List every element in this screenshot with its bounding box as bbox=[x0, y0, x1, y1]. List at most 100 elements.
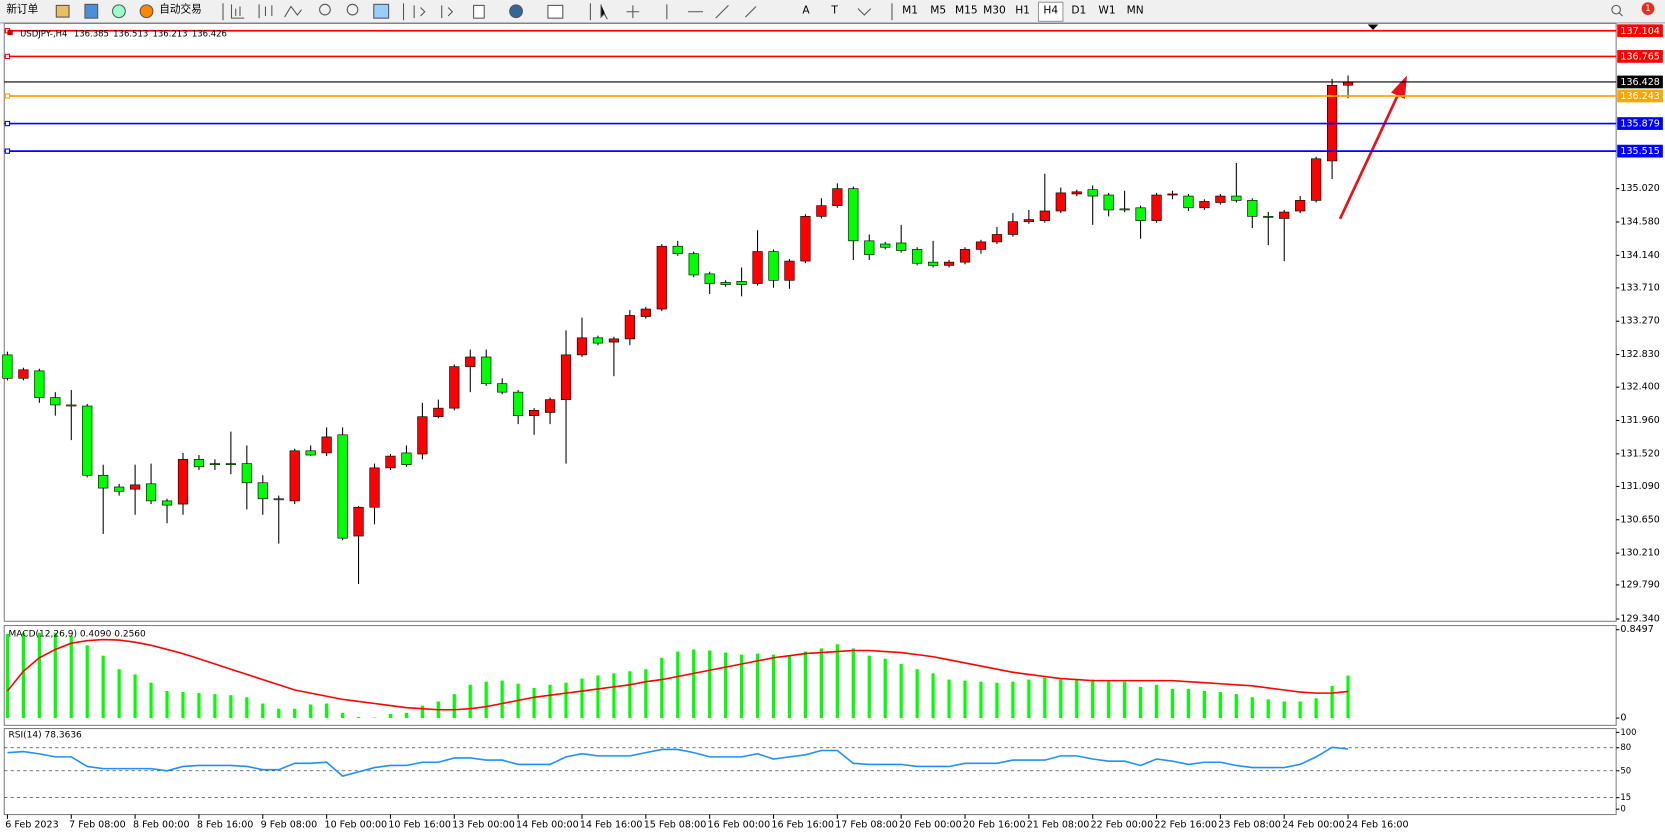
x-tick-label: 22 Feb 16:00 bbox=[1154, 820, 1217, 831]
x-tick-label: 6 Feb 2023 bbox=[5, 820, 58, 831]
macd-bar bbox=[1186, 688, 1191, 719]
candle-body bbox=[1199, 201, 1210, 209]
macd-bar bbox=[500, 680, 504, 719]
macd-bar bbox=[1043, 677, 1047, 719]
macd-bar bbox=[1154, 684, 1159, 719]
candle-body bbox=[145, 483, 157, 502]
macd-bar bbox=[101, 655, 105, 719]
timeframe-button[interactable]: W1 bbox=[1098, 4, 1115, 17]
macd-bar bbox=[452, 694, 456, 719]
macd-bar bbox=[404, 712, 409, 719]
ohlc-value: 136.513 bbox=[113, 30, 148, 40]
x-tick-label: 9 Feb 08:00 bbox=[261, 820, 318, 831]
timeframe-button[interactable]: M15 bbox=[955, 4, 978, 17]
macd-bar bbox=[1170, 688, 1175, 719]
price-label-box bbox=[1617, 89, 1663, 103]
rsi-pane bbox=[3, 728, 1617, 816]
macd-bar bbox=[1234, 694, 1238, 719]
tool-button[interactable]: T bbox=[830, 4, 838, 17]
candle-body bbox=[959, 249, 971, 263]
price-label: 136.243 bbox=[1620, 91, 1659, 102]
timeframe-button[interactable]: H1 bbox=[1015, 4, 1030, 17]
candle-body bbox=[481, 356, 492, 384]
candle-body bbox=[465, 356, 476, 367]
x-tick-label: 21 Feb 08:00 bbox=[1027, 820, 1090, 831]
timeframe-button[interactable]: M30 bbox=[983, 4, 1006, 17]
macd-bar bbox=[293, 708, 297, 719]
rsi-line bbox=[7, 746, 1349, 777]
candle-body bbox=[34, 370, 45, 398]
candle-body bbox=[880, 243, 891, 248]
x-tick-label: 24 Feb 16:00 bbox=[1346, 820, 1409, 831]
candle-body bbox=[161, 500, 173, 506]
candle-body bbox=[209, 463, 221, 465]
macd-bar bbox=[915, 669, 919, 719]
candle-body bbox=[1151, 194, 1162, 221]
timeframe-button[interactable]: M1 bbox=[902, 4, 918, 17]
macd-bar bbox=[309, 704, 313, 719]
macd-bar bbox=[739, 654, 744, 719]
notification-badge[interactable]: 1 bbox=[1645, 4, 1650, 14]
timeframe-button[interactable]: MN bbox=[1127, 4, 1144, 17]
y-tick-label: 130.650 bbox=[1620, 514, 1659, 525]
tool-button[interactable]: A bbox=[802, 4, 810, 17]
y-tick-label: 100 bbox=[1620, 728, 1636, 738]
y-tick-label: 129.340 bbox=[1620, 614, 1659, 625]
candle-body bbox=[241, 463, 252, 484]
macd-bar bbox=[1107, 680, 1111, 719]
candle-body bbox=[177, 459, 189, 505]
y-tick-label: 131.960 bbox=[1620, 415, 1659, 426]
y-tick-label: 135.020 bbox=[1620, 183, 1659, 194]
candle-body bbox=[592, 337, 604, 344]
candle-body bbox=[1231, 195, 1242, 201]
macd-bar bbox=[261, 703, 265, 719]
candle-body bbox=[513, 391, 524, 416]
x-tick-label: 22 Feb 00:00 bbox=[1091, 820, 1154, 831]
toolbar-icons bbox=[55, 1, 1655, 22]
toolbar-button[interactable]: 新订单 bbox=[6, 3, 38, 16]
shift-marker bbox=[1367, 24, 1379, 30]
annotation-arrow bbox=[1338, 75, 1407, 220]
price-label: 135.879 bbox=[1620, 119, 1659, 130]
candle-body bbox=[544, 399, 556, 413]
candle-body bbox=[449, 366, 460, 409]
candle-body bbox=[1023, 219, 1034, 222]
candle-body bbox=[688, 253, 699, 276]
candle-body bbox=[305, 450, 316, 456]
y-tick-label: 0 bbox=[1620, 713, 1626, 724]
candle-body bbox=[1087, 189, 1098, 197]
x-tick-label: 10 Feb 00:00 bbox=[325, 820, 388, 831]
macd-bar bbox=[85, 645, 89, 719]
timeframe-button[interactable]: H4 bbox=[1043, 4, 1058, 17]
x-tick-label: 17 Feb 08:00 bbox=[835, 820, 898, 831]
candle-body bbox=[656, 245, 667, 310]
toolbar-button[interactable]: 自动交易 bbox=[159, 3, 201, 16]
candle-body bbox=[800, 216, 811, 262]
candle-body bbox=[560, 354, 572, 400]
macd-bar bbox=[548, 684, 552, 719]
candle-body bbox=[1311, 158, 1322, 201]
macd-bar bbox=[612, 673, 616, 719]
macd-bar bbox=[468, 684, 472, 719]
ohlc-value: 136.213 bbox=[153, 30, 188, 40]
macd-bar bbox=[1298, 701, 1302, 719]
y-tick-label: 133.710 bbox=[1620, 282, 1659, 293]
macd-bar bbox=[356, 717, 361, 719]
candle-body bbox=[1247, 200, 1258, 217]
indicator-title: RSI(14) 78.3636 bbox=[8, 730, 82, 740]
macd-bar bbox=[1346, 675, 1350, 719]
candle-body bbox=[66, 404, 77, 407]
macd-bar bbox=[931, 673, 935, 719]
candle-body bbox=[1215, 195, 1226, 203]
candle-body bbox=[1167, 193, 1178, 196]
candle-body bbox=[848, 188, 859, 242]
candle-body bbox=[1055, 192, 1066, 212]
candle-body bbox=[576, 337, 588, 356]
x-tick-label: 24 Feb 00:00 bbox=[1282, 820, 1345, 831]
timeframe-button[interactable]: M5 bbox=[930, 4, 946, 17]
candle-body bbox=[50, 397, 61, 406]
timeframe-button[interactable]: D1 bbox=[1071, 4, 1086, 17]
macd-bar bbox=[1266, 699, 1270, 719]
macd-bar bbox=[1091, 679, 1095, 719]
line-handle bbox=[4, 148, 11, 154]
